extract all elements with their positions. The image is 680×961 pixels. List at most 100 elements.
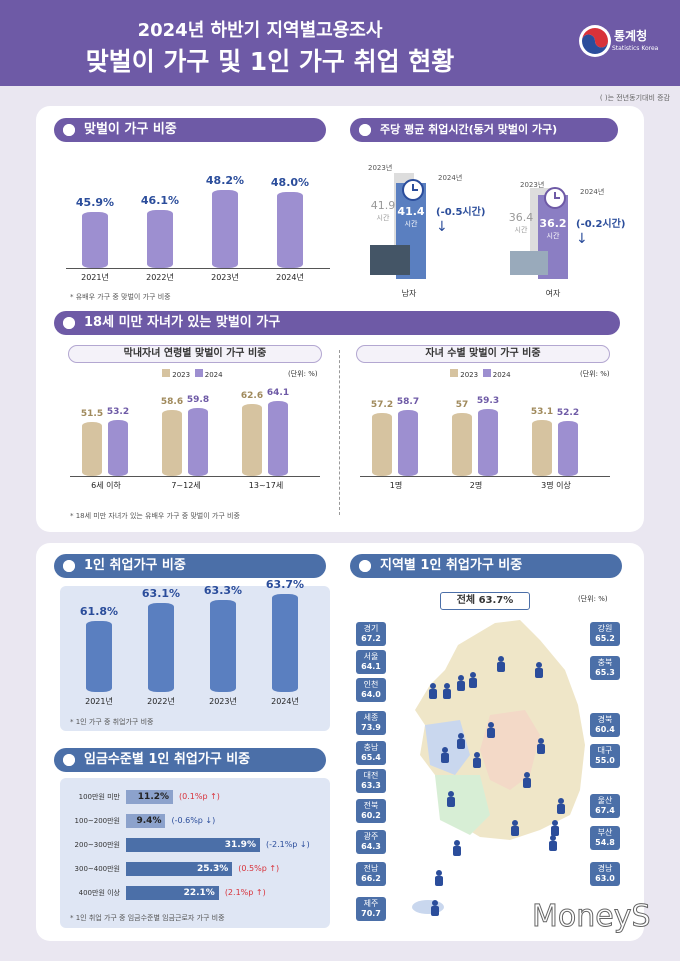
region-value: 64.1: [361, 662, 381, 671]
male-change: (-0.5시간): [436, 207, 486, 218]
wage-row-label: 100만원 미만: [78, 793, 120, 801]
region-value: 73.9: [361, 723, 381, 732]
person-icon: [551, 820, 559, 836]
person-icon: [457, 675, 465, 691]
baseline: [70, 476, 320, 477]
value-label: 62.6: [240, 390, 264, 401]
region-value: 63.3: [361, 781, 381, 790]
person-icon: [431, 900, 439, 916]
children-title: 18세 미만 자녀가 있는 맞벌이 가구: [54, 311, 620, 335]
region-value: 66.2: [361, 874, 381, 883]
region-chungnam-shape: [425, 720, 470, 775]
bar-2023년: [212, 190, 238, 268]
divider: [339, 350, 340, 515]
children-title-text: 18세 미만 자녀가 있는 맞벌이 가구: [84, 315, 281, 330]
value-label: 46.1%: [140, 194, 180, 208]
category-label: 2021년: [85, 697, 113, 706]
value-label: 51.5: [80, 409, 104, 420]
value-label: 63.1%: [141, 586, 181, 600]
work-hours-title: 주당 평균 취업시간(동거 맞벌이 가구): [350, 118, 618, 142]
region-경남: 경남 63.0: [590, 862, 620, 886]
region-충남: 충남 65.4: [356, 741, 386, 765]
region-name: 경기: [363, 624, 379, 633]
region-name: 경북: [597, 715, 613, 724]
category-label: 2명: [469, 481, 483, 490]
region-경북: 경북 60.4: [590, 713, 620, 737]
region-대전: 대전 63.3: [356, 769, 386, 793]
legend-2024-label: 2024: [492, 371, 511, 379]
wage-note: * 1인 취업 가구 중 임금수준별 임금근로자 가구 비중: [70, 914, 225, 922]
male-worker-icon: [370, 245, 410, 275]
region-충북: 충북 65.3: [590, 656, 620, 680]
male-curr-unit: 시간: [404, 220, 418, 228]
person-icon: [511, 820, 519, 836]
female-prev-unit: 시간: [514, 226, 528, 234]
legend-2023-label: 2023: [172, 371, 191, 379]
single-ratio-note: * 1인 가구 중 취업가구 비중: [70, 718, 154, 726]
value-label: 58.7: [396, 397, 420, 408]
wage-bar: 22.1%: [126, 886, 219, 900]
male-prev-year: 2023년: [368, 164, 393, 172]
region-전북: 전북 60.2: [356, 799, 386, 823]
wage-bar: 31.9%: [126, 838, 260, 852]
value-label: 57: [455, 400, 469, 411]
unit-right: (단위: %): [580, 370, 610, 378]
wage-row-label: 400만원 이상: [78, 889, 120, 897]
region-value: 67.2: [361, 634, 381, 643]
legend-right: 2023 2024: [450, 369, 511, 379]
category-label: 2023년: [211, 273, 239, 282]
region-value: 65.4: [361, 753, 381, 762]
dual-ratio-note: * 유배우 가구 중 맞벌이 가구 비중: [70, 293, 171, 301]
region-value: 64.0: [361, 690, 381, 699]
value-label: 59.8: [186, 395, 210, 406]
wage-title-text: 임금수준별 1인 취업가구 비중: [84, 752, 251, 767]
regional-title-text: 지역별 1인 취업가구 비중: [380, 558, 523, 573]
down-arrow-icon: ↓: [576, 231, 588, 247]
region-강원: 강원 65.2: [590, 622, 620, 646]
category-label: 1명: [389, 481, 403, 490]
region-name: 인천: [363, 680, 379, 689]
region-name: 충남: [363, 743, 379, 752]
wage-change: (0.1%p ↑): [179, 792, 220, 801]
category-label: 2022년: [147, 697, 175, 706]
legend-left: 2023 2024: [162, 369, 223, 379]
bar-2024년: [277, 192, 303, 268]
header-subtitle: 2024년 하반기 지역별고용조사: [137, 20, 383, 41]
left-subtitle: 막내자녀 연령별 맞벌이 가구 비중: [68, 345, 322, 363]
person-icon: [487, 722, 495, 738]
person-icon: [441, 747, 449, 763]
single-ratio-title-text: 1인 취업가구 비중: [84, 558, 186, 573]
region-부산: 부산 54.8: [590, 826, 620, 850]
region-value: 60.2: [361, 811, 381, 820]
region-name: 강원: [597, 624, 613, 633]
work-hours-title-text: 주당 평균 취업시간(동거 맞벌이 가구): [380, 123, 558, 136]
region-name: 세종: [363, 713, 379, 722]
category-label: 2021년: [81, 273, 109, 282]
region-대구: 대구 55.0: [590, 744, 620, 768]
wage-title: 임금수준별 1인 취업가구 비중: [54, 748, 326, 772]
watermark: MoneyS: [532, 899, 652, 935]
male-prev-unit: 시간: [376, 214, 390, 222]
work-hours-panel: 2023년 2024년 41.9 시간 41.4 시간 (-0.5시간) ↓ 남…: [350, 155, 640, 305]
male-curr-year: 2024년: [438, 174, 463, 182]
region-name: 대전: [363, 771, 379, 780]
female-label: 여자: [545, 289, 561, 298]
category-label: 7~12세: [171, 481, 201, 490]
region-value: 63.0: [595, 874, 615, 883]
female-worker-icon: [510, 251, 548, 275]
value-label: 63.7%: [265, 578, 305, 592]
region-value: 60.4: [595, 725, 615, 734]
region-name: 전북: [363, 801, 379, 810]
region-name: 서울: [363, 652, 379, 661]
category-label: 6세 이하: [91, 481, 121, 490]
bar-2024-2명: [478, 409, 498, 476]
unit-left: (단위: %): [288, 370, 318, 378]
bar-2024-7~12세: [188, 408, 208, 476]
region-value: 70.7: [361, 909, 381, 918]
female-prev-value: 36.4: [508, 211, 534, 224]
bar-2023-2명: [452, 413, 472, 476]
single-ratio-chart: 61.8% 2021년 63.1% 2022년 63.3% 2023년 63.7% 2024년: [70, 578, 320, 718]
wage-change: (-2.1%p ↓): [265, 840, 310, 849]
header: 2024년 하반기 지역별고용조사 맞벌이 가구 및 1인 가구 취업 현황 통…: [0, 0, 680, 86]
wage-change: (0.5%p ↑): [238, 864, 280, 873]
